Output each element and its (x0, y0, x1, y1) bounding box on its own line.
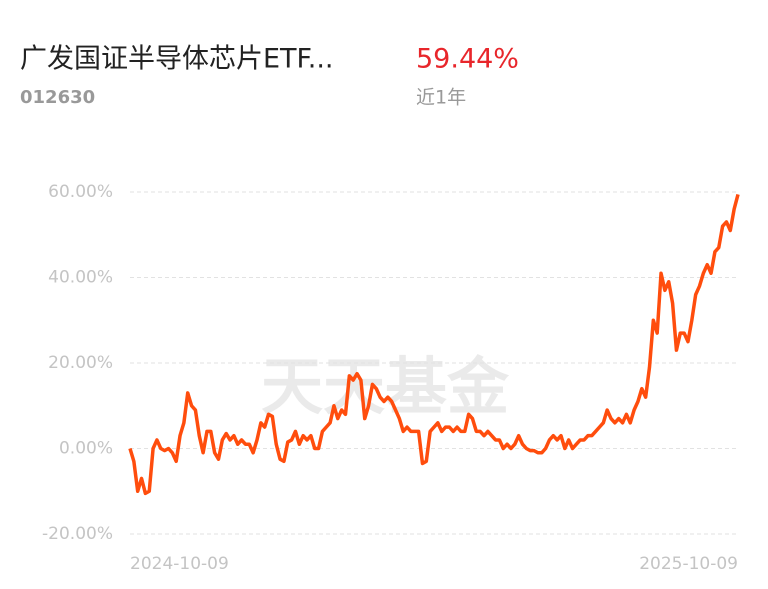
fund-code: 012630 (20, 87, 95, 108)
line-series (128, 193, 740, 496)
watermark: 天天基金 (261, 350, 510, 423)
return-value: 59.44% (416, 44, 519, 75)
y-tick-label: -20.00% (42, 524, 113, 544)
fund-title: 广发国证半导体芯片ETF... (20, 44, 334, 75)
y-tick-label: 0.00% (59, 439, 113, 459)
period-label: 近1年 (416, 87, 466, 109)
x-tick-label: 2024-10-09 (130, 554, 229, 574)
y-tick-label: 60.00% (48, 182, 113, 202)
x-tick-label: 2025-10-09 (639, 554, 738, 574)
y-tick-label: 20.00% (48, 353, 113, 373)
y-tick-label: 40.00% (48, 268, 113, 288)
